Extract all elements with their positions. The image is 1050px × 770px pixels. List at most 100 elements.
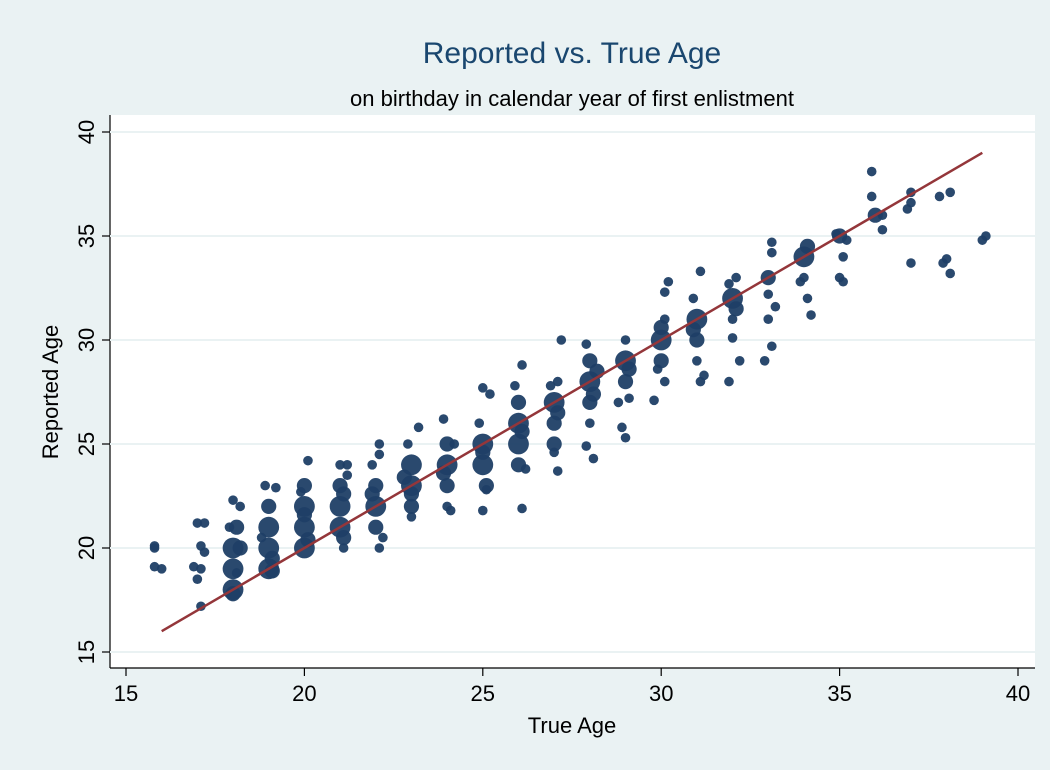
point (763, 289, 774, 300)
y-tick-label: 25 (74, 432, 99, 456)
point (510, 380, 520, 391)
point (156, 564, 167, 574)
point (838, 276, 848, 287)
point (225, 586, 241, 602)
point (841, 235, 852, 245)
point (659, 287, 670, 297)
point (977, 235, 988, 245)
point (795, 276, 806, 287)
point (478, 383, 488, 393)
point (449, 439, 460, 449)
point (338, 543, 349, 553)
point (196, 564, 206, 574)
point (413, 422, 424, 433)
point (588, 453, 599, 464)
point (692, 356, 702, 366)
point (866, 166, 877, 177)
point (556, 335, 567, 345)
point (517, 503, 527, 514)
point (445, 505, 456, 516)
point (759, 356, 770, 366)
point (261, 498, 277, 514)
y-tick-label: 20 (74, 536, 99, 560)
point (196, 541, 206, 551)
y-tick-label: 15 (74, 640, 99, 664)
point (396, 469, 412, 485)
point (585, 386, 602, 402)
point (229, 519, 245, 535)
point (552, 466, 563, 476)
point (520, 464, 531, 474)
point (906, 258, 916, 268)
point (264, 550, 280, 567)
point (438, 414, 449, 424)
point (617, 374, 634, 390)
x-axis-label: True Age (528, 713, 616, 738)
y-tick-label: 40 (74, 120, 99, 144)
point (258, 516, 280, 538)
point (734, 356, 745, 366)
point (552, 376, 563, 387)
point (902, 204, 913, 214)
point (699, 370, 709, 381)
point (838, 251, 848, 262)
point (934, 191, 945, 202)
point (342, 460, 353, 470)
point (731, 272, 741, 283)
point (517, 360, 527, 370)
point (260, 480, 270, 491)
point (941, 254, 952, 264)
point (336, 530, 352, 546)
y-tick-label: 30 (74, 328, 99, 352)
point (695, 266, 706, 277)
chart-title: Reported vs. True Age (423, 37, 722, 70)
point (653, 319, 669, 336)
point (724, 279, 734, 289)
point (866, 191, 877, 202)
point (368, 519, 384, 535)
point (617, 422, 627, 433)
fit-line (161, 151, 983, 633)
point (474, 418, 485, 429)
point (688, 293, 699, 304)
point (235, 501, 245, 512)
point (439, 436, 455, 452)
point (621, 361, 637, 377)
point (256, 532, 267, 543)
point (767, 341, 777, 352)
point (728, 301, 744, 317)
point (624, 393, 634, 404)
point (767, 237, 777, 248)
point (439, 478, 455, 494)
point (374, 543, 385, 553)
point (364, 486, 380, 502)
point (767, 247, 777, 258)
point (374, 449, 385, 460)
point (336, 486, 352, 502)
point (192, 518, 203, 528)
point (510, 394, 527, 410)
point (378, 532, 388, 543)
point (271, 482, 281, 493)
point (663, 276, 674, 287)
point (770, 301, 781, 312)
x-tick-label: 25 (471, 681, 495, 706)
point (550, 405, 566, 421)
point (945, 268, 956, 279)
y-tick-label: 35 (74, 224, 99, 248)
point (199, 518, 210, 528)
point (802, 293, 813, 304)
point (149, 543, 160, 553)
x-tick-label: 15 (114, 681, 138, 706)
point (303, 455, 313, 466)
point (296, 507, 312, 523)
point (581, 441, 592, 451)
point (763, 314, 774, 325)
point (367, 460, 377, 470)
point (481, 484, 492, 495)
x-tick-label: 40 (1006, 681, 1030, 706)
point (374, 439, 385, 449)
y-axis-label: Reported Age (38, 325, 63, 460)
point (659, 376, 670, 387)
